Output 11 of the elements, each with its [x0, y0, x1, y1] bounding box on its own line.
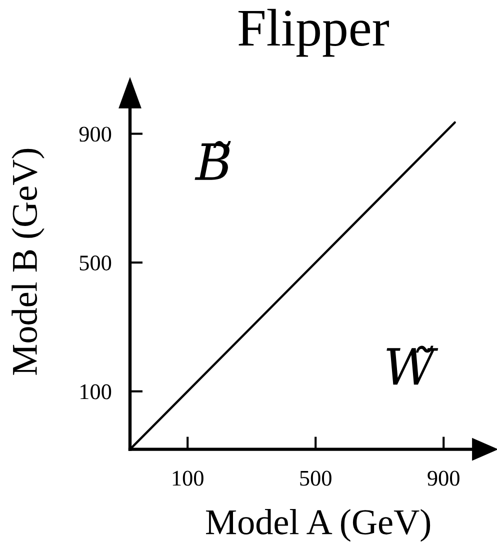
- x-tick-label: 100: [172, 470, 204, 486]
- annotation: B̃: [194, 140, 231, 180]
- y-tick-label: 500: [80, 255, 112, 270]
- x-tick-label: 900: [428, 470, 460, 486]
- chart-title: Flipper: [238, 8, 389, 57]
- annotation: W̃: [386, 346, 438, 385]
- y-tick-label: 100: [80, 384, 112, 400]
- y-axis-title: Model B (GeV): [12, 148, 44, 375]
- x-tick-label: 500: [300, 470, 332, 486]
- x-axis-title: Model A (GeV): [206, 509, 430, 542]
- y-tick-label: 900: [79, 126, 112, 142]
